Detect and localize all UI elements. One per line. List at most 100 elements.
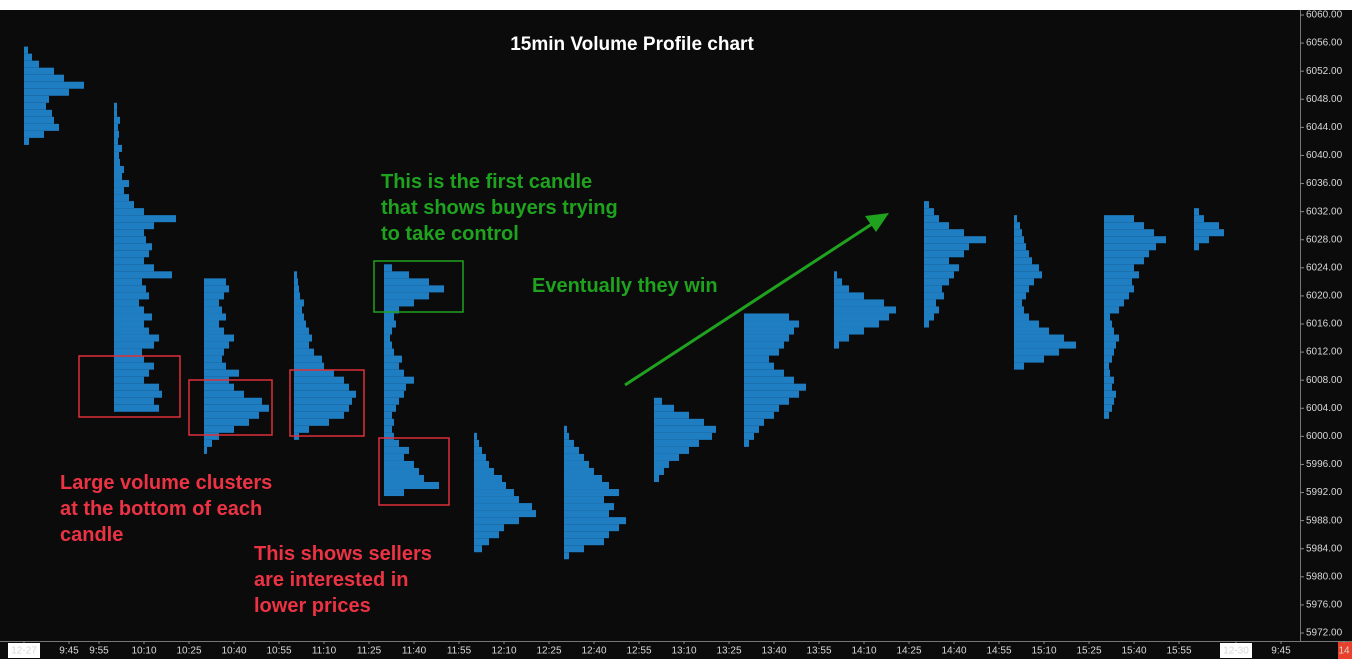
volume-bar [924,292,944,300]
volume-bar [294,313,304,321]
volume-bar [1104,313,1110,321]
volume-bar [204,383,234,391]
annotation: Eventually they win [532,275,718,297]
volume-bar [834,341,839,349]
volume-bar [474,531,499,539]
volume-bar [1014,215,1017,223]
volume-bar [1104,320,1112,328]
current-time-marker [1338,642,1352,659]
x-tick-label: 12:40 [581,646,606,657]
volume-bar [474,538,489,546]
volume-bar [384,446,409,454]
volume-bar [924,299,936,307]
box [188,379,273,436]
x-tick-label: 11:40 [402,646,427,657]
volume-bar [834,334,849,342]
volume-bar [474,460,489,468]
volume-bar [114,397,154,405]
volume-bar [1104,257,1144,265]
volume-bar [204,299,219,307]
x-tick-label: 15:25 [1076,646,1101,657]
volume-bar [1104,348,1114,356]
volume-bar [564,453,584,461]
volume-bar [204,362,226,370]
profile [1104,215,1166,419]
volume-bar [24,95,49,103]
volume-bar [924,320,929,328]
profile [114,102,176,412]
volume-bar [1014,271,1042,279]
volume-bar [744,313,789,321]
volume-bar [384,362,399,370]
volume-bar [384,313,394,321]
volume-bar [744,355,769,363]
x-tick-label: 12:55 [626,646,651,657]
volume-bar [384,460,414,468]
volume-bar [1104,250,1149,258]
volume-bar [1104,390,1116,398]
date-box [1220,643,1252,658]
volume-bar [834,299,884,307]
annotation-line: at the bottom of each [60,498,262,520]
x-tick-label: 15:40 [1121,646,1146,657]
volume-bar [114,327,149,335]
volume-bar [474,517,519,525]
volume-bar [834,306,896,314]
annotation: This shows sellers are interested in low… [254,543,437,617]
volume-bar [564,496,604,504]
volume-bar [384,327,392,335]
volume-bar [204,313,226,321]
annotation-line: This is the first candle [381,171,592,193]
volume-bar [24,67,54,75]
y-tick-label: 6016.00 [1306,319,1343,330]
volume-bar [1104,264,1134,272]
box [78,355,181,418]
volume-bar [114,144,122,152]
x-tick-label: 14:25 [896,646,921,657]
volume-bar [24,88,69,96]
volume-bar [114,215,176,223]
annotation-line: candle [60,524,123,546]
volume-bar [654,453,679,461]
volume-bar [294,341,309,349]
x-tick-label: 13:40 [761,646,786,657]
arrow-shaft [624,222,873,387]
volume-bar [654,467,664,475]
y-tick-label: 6012.00 [1306,347,1343,358]
volume-bar [654,425,716,433]
volume-bar [1014,264,1039,272]
volume-bar [924,306,939,314]
volume-bar [114,292,149,300]
volume-bar [294,299,304,307]
volume-bar [1104,292,1129,300]
volume-bar [384,453,404,461]
volume-bar [744,327,794,335]
volume-bar [114,341,154,349]
profile [834,271,896,349]
volume-bar [744,376,794,384]
volume-bar [1014,348,1059,356]
volume-bar [114,229,144,237]
volume-bar [114,109,117,117]
volume-bar [1014,341,1076,349]
volume-bar [1104,299,1124,307]
volume-bar [1014,236,1024,244]
volume-bar [384,425,392,433]
volume-bar [744,432,754,440]
box [373,260,464,313]
volume-bar [564,503,614,511]
profile [294,271,356,440]
volume-bar [564,446,579,454]
volume-bar [744,404,779,412]
volume-bar [834,313,889,321]
x-tick-label: 13:55 [806,646,831,657]
volume-bar [924,208,934,216]
volume-bar [654,474,659,483]
volume-bar [114,180,129,188]
y-tick-label: 6060.00 [1306,10,1343,21]
x-tick-label: 14:10 [851,646,876,657]
volume-bar [114,165,124,174]
y-tick-label: 6056.00 [1306,38,1343,49]
y-tick-label: 6008.00 [1306,375,1343,386]
